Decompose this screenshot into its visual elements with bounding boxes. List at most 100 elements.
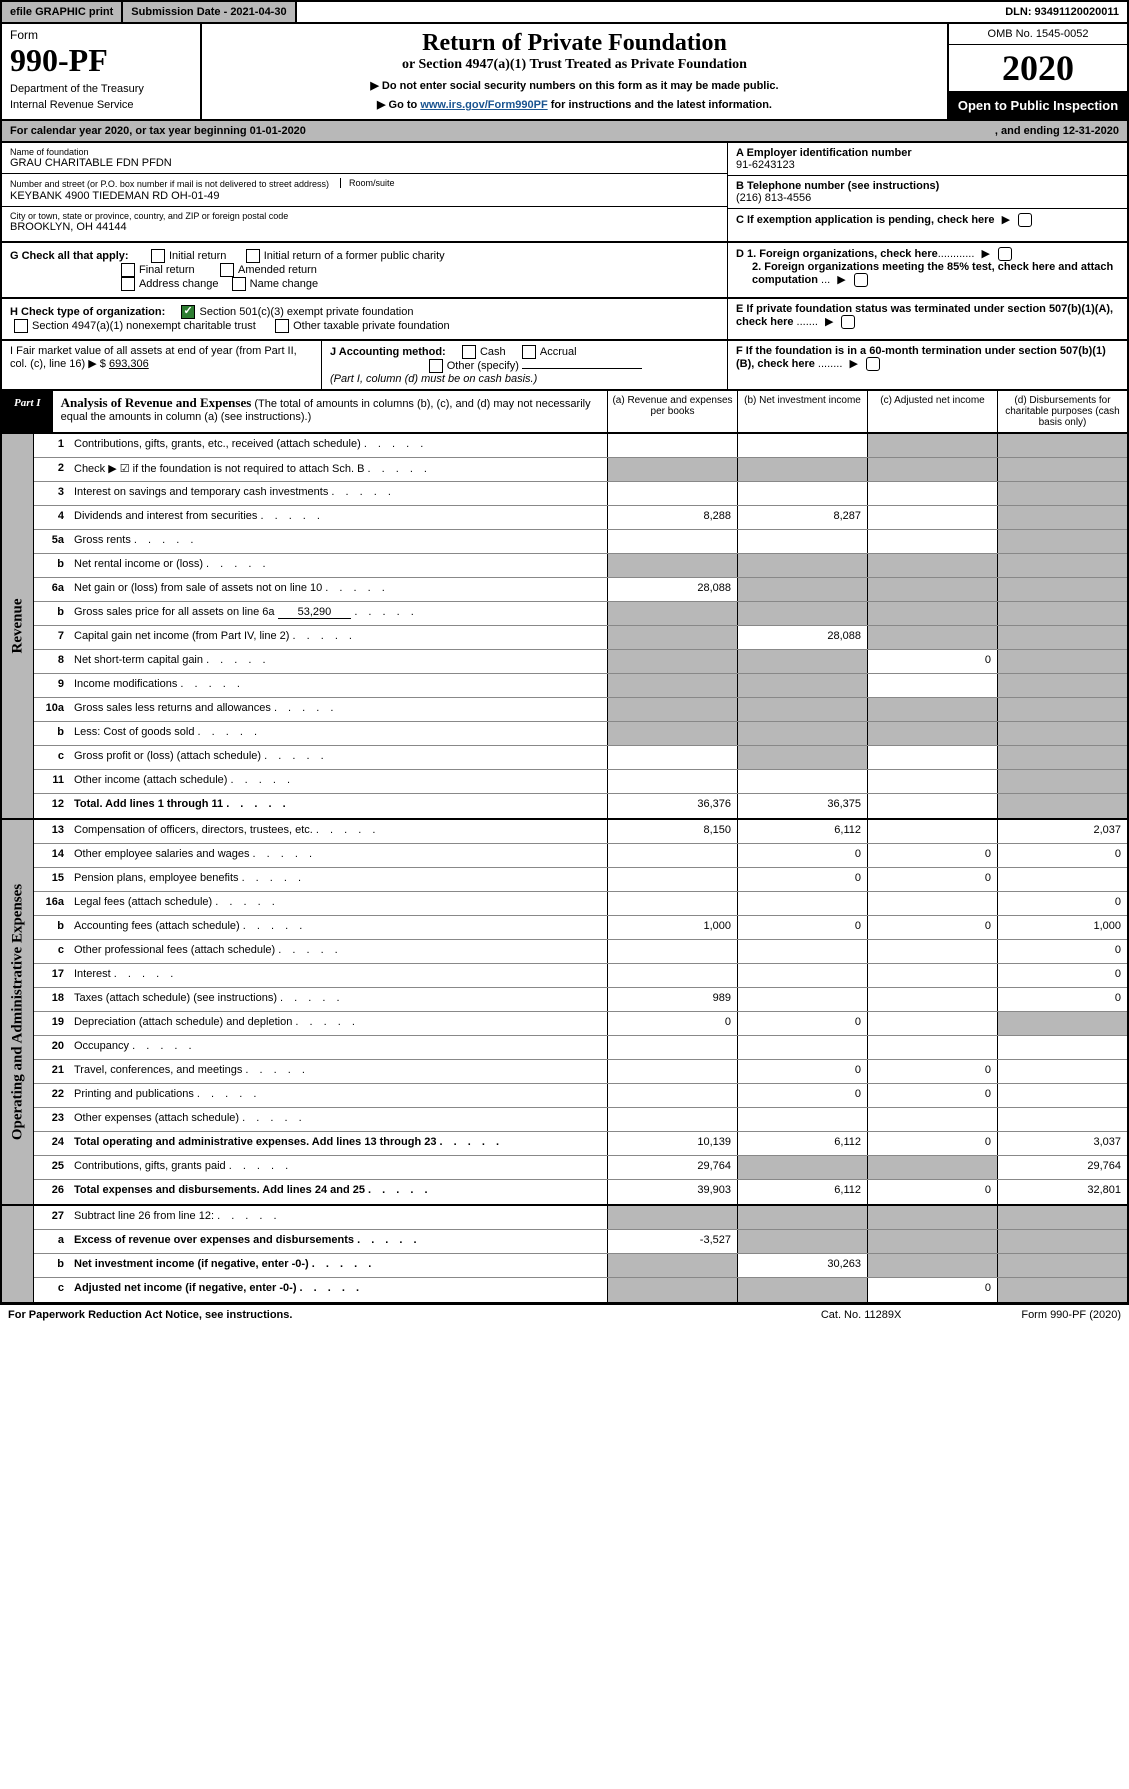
cell-shaded — [867, 554, 997, 577]
cell-shaded — [997, 626, 1127, 649]
cell-shaded — [737, 650, 867, 673]
j-opt-2: Other (specify) — [447, 360, 519, 372]
cell — [737, 530, 867, 553]
addr2-cell: City or town, state or province, country… — [2, 207, 727, 237]
row-desc: Gross rents . . . . . — [70, 530, 607, 553]
addr2-value: BROOKLYN, OH 44144 — [10, 221, 719, 233]
cell-shaded — [607, 626, 737, 649]
cell — [997, 1084, 1127, 1107]
row-num: 11 — [34, 770, 70, 793]
table-row: 25Contributions, gifts, grants paid . . … — [34, 1156, 1127, 1180]
d2-checkbox[interactable] — [854, 273, 868, 287]
row-desc: Net gain or (loss) from sale of assets n… — [70, 578, 607, 601]
row-desc: Capital gain net income (from Part IV, l… — [70, 626, 607, 649]
row-desc: Contributions, gifts, grants, etc., rece… — [70, 434, 607, 457]
col-a: (a) Revenue and expenses per books — [607, 391, 737, 432]
row-num: b — [34, 1254, 70, 1277]
j-chk-cash[interactable] — [462, 345, 476, 359]
ij-row: I Fair market value of all assets at end… — [0, 341, 1129, 391]
cell-shaded — [737, 698, 867, 721]
cell — [607, 434, 737, 457]
arrow-icon: ▶ — [825, 315, 833, 328]
cell: 0 — [997, 844, 1127, 867]
row-desc: Compensation of officers, directors, tru… — [70, 820, 607, 843]
cell: 29,764 — [607, 1156, 737, 1179]
cell: 29,764 — [997, 1156, 1127, 1179]
cell: 6,112 — [737, 820, 867, 843]
form-title: Return of Private Foundation — [208, 30, 941, 57]
e-checkbox[interactable] — [841, 315, 855, 329]
row-desc: Interest on savings and temporary cash i… — [70, 482, 607, 505]
table-row: bLess: Cost of goods sold . . . . . — [34, 722, 1127, 746]
table-row: 24Total operating and administrative exp… — [34, 1132, 1127, 1156]
g-chk-initial[interactable] — [151, 249, 165, 263]
ein-label: A Employer identification number — [736, 147, 1119, 159]
cell-shaded — [737, 746, 867, 769]
cell-shaded — [867, 722, 997, 745]
row-desc: Interest . . . . . — [70, 964, 607, 987]
row-desc: Printing and publications . . . . . — [70, 1084, 607, 1107]
g-chk-name[interactable] — [232, 277, 246, 291]
cell-shaded — [997, 554, 1127, 577]
cell-shaded — [607, 1278, 737, 1302]
row-num: c — [34, 1278, 70, 1302]
cell: 6,112 — [737, 1132, 867, 1155]
g-chk-final[interactable] — [121, 263, 135, 277]
cell: 0 — [997, 964, 1127, 987]
c-checkbox[interactable] — [1018, 213, 1032, 227]
cell-shaded — [607, 722, 737, 745]
cell: 28,088 — [737, 626, 867, 649]
h-chk-501c3[interactable] — [181, 305, 195, 319]
row-num: 17 — [34, 964, 70, 987]
cell — [867, 964, 997, 987]
cell — [867, 1012, 997, 1035]
i-value: 693,306 — [109, 358, 149, 370]
cell — [607, 1036, 737, 1059]
h-chk-other[interactable] — [275, 319, 289, 333]
instruction-1: ▶ Do not enter social security numbers o… — [208, 79, 941, 92]
f-checkbox[interactable] — [866, 357, 880, 371]
cell — [607, 746, 737, 769]
name-label: Name of foundation — [10, 147, 719, 157]
revenue-rows: 1Contributions, gifts, grants, etc., rec… — [34, 434, 1127, 818]
row-desc: Other expenses (attach schedule) . . . .… — [70, 1108, 607, 1131]
cell-shaded — [997, 794, 1127, 818]
cell: 0 — [607, 1012, 737, 1035]
dept-treasury: Department of the Treasury — [10, 83, 192, 95]
row-desc: Net rental income or (loss) . . . . . — [70, 554, 607, 577]
row-desc: Taxes (attach schedule) (see instruction… — [70, 988, 607, 1011]
addr1-cell: Number and street (or P.O. box number if… — [2, 174, 727, 207]
cell: 0 — [867, 1180, 997, 1204]
cell-shaded — [607, 674, 737, 697]
h-chk-4947[interactable] — [14, 319, 28, 333]
header-mid: Return of Private Foundation or Section … — [202, 24, 947, 119]
expenses-side-label: Operating and Administrative Expenses — [2, 820, 34, 1204]
cell-shaded — [997, 458, 1127, 481]
table-row: 12Total. Add lines 1 through 11 . . . . … — [34, 794, 1127, 818]
g-chk-address[interactable] — [121, 277, 135, 291]
table-row: 8Net short-term capital gain . . . . .0 — [34, 650, 1127, 674]
form-number: 990-PF — [10, 42, 192, 79]
i-label: I Fair market value of all assets at end… — [10, 345, 297, 370]
row-num: 1 — [34, 434, 70, 457]
g-chk-initial-former[interactable] — [246, 249, 260, 263]
cell: 0 — [737, 1012, 867, 1035]
h-left: H Check type of organization: Section 50… — [2, 299, 727, 339]
j-chk-accrual[interactable] — [522, 345, 536, 359]
cell-shaded — [867, 602, 997, 625]
foot-paperwork: For Paperwork Reduction Act Notice, see … — [8, 1309, 821, 1321]
info-right: A Employer identification number 91-6243… — [727, 143, 1127, 241]
cell — [607, 482, 737, 505]
row-desc: Less: Cost of goods sold . . . . . — [70, 722, 607, 745]
info-left: Name of foundation GRAU CHARITABLE FDN P… — [2, 143, 727, 241]
cell — [607, 1108, 737, 1131]
j-chk-other[interactable] — [429, 359, 443, 373]
form-link[interactable]: www.irs.gov/Form990PF — [420, 99, 547, 111]
g-chk-amended[interactable] — [220, 263, 234, 277]
cell — [867, 482, 997, 505]
phone-cell: B Telephone number (see instructions) (2… — [728, 176, 1127, 209]
d1-label: D 1. Foreign organizations, check here — [736, 248, 938, 260]
cell-shaded — [737, 1156, 867, 1179]
d1-checkbox[interactable] — [998, 247, 1012, 261]
row-num: 21 — [34, 1060, 70, 1083]
